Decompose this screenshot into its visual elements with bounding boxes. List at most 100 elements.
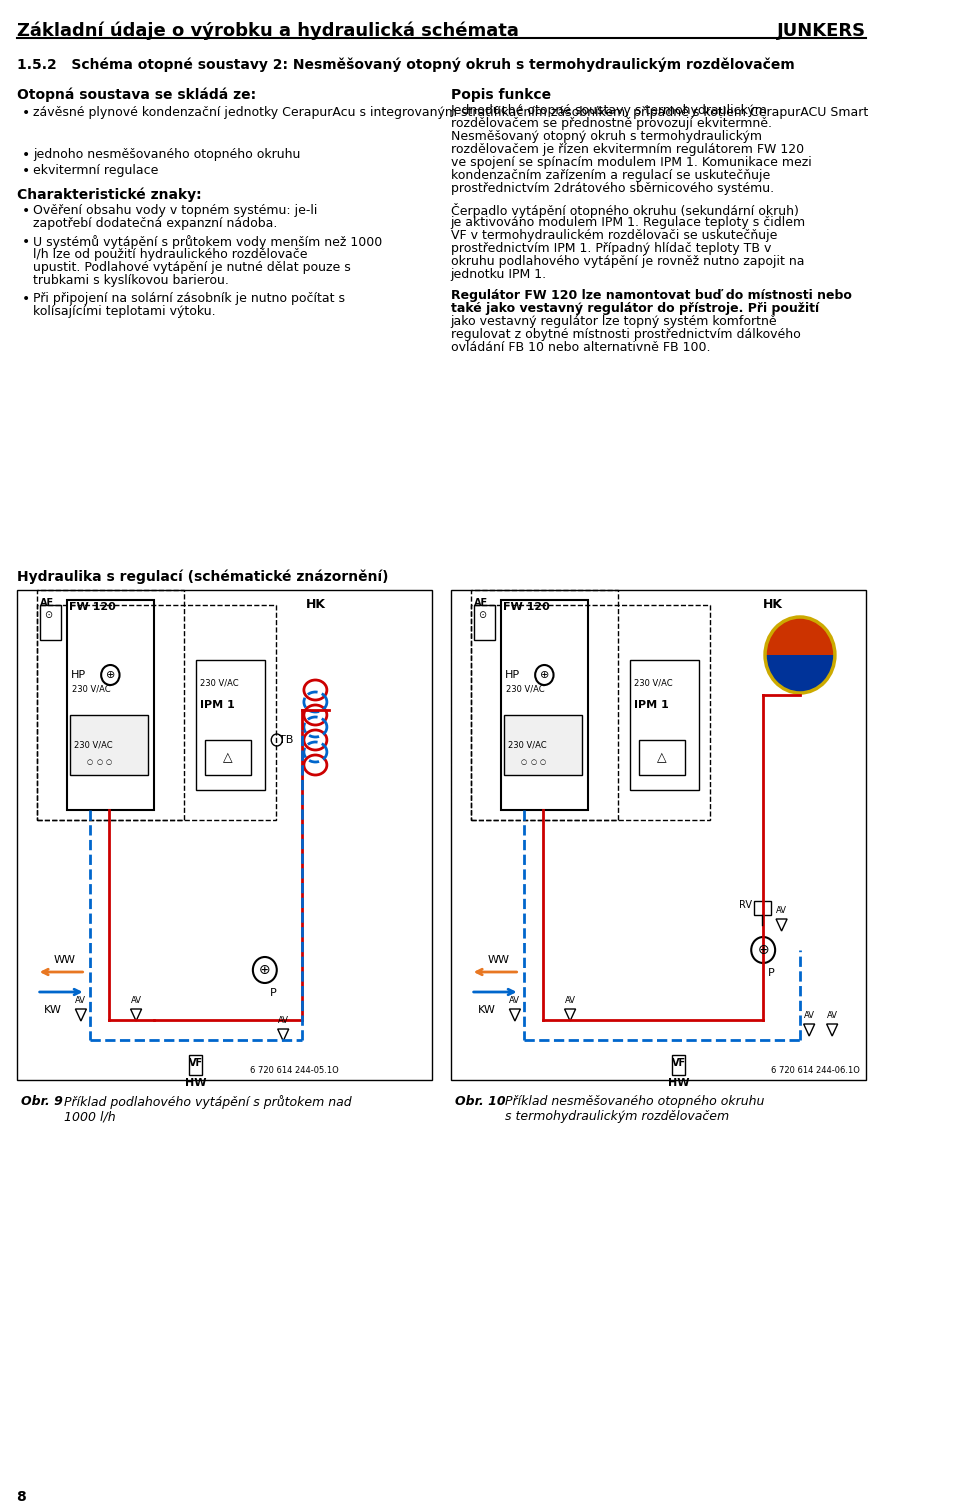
Text: ○: ○ — [96, 759, 103, 765]
Text: Příklad podlahového vytápění s průtokem nad
  1000 l/h: Příklad podlahového vytápění s průtokem … — [56, 1096, 351, 1124]
Text: 230 V/AC: 230 V/AC — [508, 741, 546, 750]
Text: AV: AV — [277, 1016, 289, 1025]
Text: ve spojení se spínacím modulem IPM 1. Komunikace mezi: ve spojení se spínacím modulem IPM 1. Ko… — [450, 155, 811, 169]
Text: regulovat z obytné místnosti prostřednictvím dálkového: regulovat z obytné místnosti prostřednic… — [450, 327, 801, 341]
Text: ⊕: ⊕ — [757, 943, 769, 957]
Text: P: P — [270, 988, 276, 997]
Wedge shape — [765, 617, 835, 655]
Text: △: △ — [224, 751, 233, 765]
Bar — [205, 739, 251, 776]
Text: Nesměšovaný otopný okruh s termohydraulickým: Nesměšovaný otopný okruh s termohydrauli… — [450, 130, 761, 143]
Circle shape — [752, 937, 775, 963]
Text: WW: WW — [54, 955, 75, 964]
Text: HW: HW — [668, 1077, 689, 1088]
FancyBboxPatch shape — [196, 659, 265, 791]
Text: VF: VF — [189, 1058, 203, 1068]
Text: ⊕: ⊕ — [106, 670, 115, 681]
Bar — [672, 1055, 685, 1074]
Bar — [754, 901, 771, 914]
Text: AV: AV — [564, 996, 576, 1005]
Text: okruhu podlahového vytápění je rovněž nutno zapojit na: okruhu podlahového vytápění je rovněž nu… — [450, 255, 804, 269]
Polygon shape — [776, 919, 787, 931]
Text: prostřednictvím IPM 1. Případný hlídač teploty TB v: prostřednictvím IPM 1. Případný hlídač t… — [450, 241, 771, 255]
Text: zapotřebí dodatečná expanzní nádoba.: zapotřebí dodatečná expanzní nádoba. — [33, 217, 277, 229]
Text: Jednoduché otopné soustavy s termohydraulickým: Jednoduché otopné soustavy s termohydrau… — [450, 104, 767, 118]
Text: KW: KW — [44, 1005, 62, 1016]
Text: ○: ○ — [530, 759, 537, 765]
Text: •: • — [22, 235, 31, 249]
Text: ⊙: ⊙ — [44, 610, 52, 620]
Text: Obr. 10: Obr. 10 — [455, 1096, 506, 1108]
Text: Čerpadlo vytápění otopného okruhu (sekundární okruh): Čerpadlo vytápění otopného okruhu (sekun… — [450, 204, 799, 217]
Bar — [639, 739, 685, 776]
Text: závěsné plynové kondenzační jednotky CerapurAcu s integrovaným stratifikačním zá: závěsné plynové kondenzační jednotky Cer… — [33, 106, 869, 119]
Text: Hydraulika s regulací (schématické znázornění): Hydraulika s regulací (schématické znázo… — [16, 570, 388, 584]
Text: •: • — [22, 204, 31, 217]
Text: IPM 1: IPM 1 — [201, 700, 235, 711]
Text: VF v termohydraulickém rozdělovači se uskutečňuje: VF v termohydraulickém rozdělovači se us… — [450, 229, 777, 241]
Polygon shape — [564, 1010, 576, 1022]
Text: kolísajícími teplotami výtoku.: kolísajícími teplotami výtoku. — [33, 305, 216, 318]
Bar — [189, 1055, 203, 1074]
Text: VF: VF — [672, 1058, 685, 1068]
Text: 230 V/AC: 230 V/AC — [74, 741, 112, 750]
Text: rozdělovačem se přednostně provozují ekvitermně.: rozdělovačem se přednostně provozují ekv… — [450, 118, 772, 130]
Text: jako vestavný regulátor lze topný systém komfortně: jako vestavný regulátor lze topný systém… — [450, 315, 778, 327]
Circle shape — [252, 957, 276, 982]
Text: KW: KW — [478, 1005, 496, 1016]
Polygon shape — [804, 1025, 815, 1037]
Text: kondenzačním zařízením a regulací se uskutečňuje: kondenzačním zařízením a regulací se usk… — [450, 169, 770, 183]
Polygon shape — [131, 1010, 142, 1022]
Text: rozdělovačem je řízen ekvitermním regulátorem FW 120: rozdělovačem je řízen ekvitermním regulá… — [450, 143, 804, 155]
Text: RV: RV — [739, 899, 752, 910]
Text: 8: 8 — [16, 1489, 26, 1504]
Bar — [474, 605, 494, 640]
Text: Popis funkce: Popis funkce — [450, 88, 551, 103]
Circle shape — [535, 665, 554, 685]
Text: •: • — [22, 293, 31, 306]
Text: ○: ○ — [540, 759, 545, 765]
Circle shape — [272, 733, 282, 745]
Bar — [40, 605, 60, 640]
Bar — [67, 601, 155, 810]
Text: 230 V/AC: 230 V/AC — [72, 685, 110, 694]
Text: FW 120: FW 120 — [503, 602, 550, 613]
Text: jednoho nesměšovaného otopného okruhu: jednoho nesměšovaného otopného okruhu — [33, 148, 300, 161]
Text: upustit. Podlahové vytápění je nutné dělat pouze s: upustit. Podlahové vytápění je nutné děl… — [33, 261, 350, 275]
Text: 230 V/AC: 230 V/AC — [201, 678, 239, 687]
Text: 230 V/AC: 230 V/AC — [506, 685, 544, 694]
Text: jednotku IPM 1.: jednotku IPM 1. — [450, 269, 546, 281]
Text: prostřednictvím 2drátového sběrnicového systému.: prostřednictvím 2drátového sběrnicového … — [450, 183, 774, 195]
Text: ekvitermní regulace: ekvitermní regulace — [33, 164, 158, 177]
Wedge shape — [765, 655, 835, 693]
Text: WW: WW — [488, 955, 510, 964]
Text: 230 V/AC: 230 V/AC — [635, 678, 673, 687]
Text: AV: AV — [776, 905, 787, 914]
Text: HW: HW — [185, 1077, 206, 1088]
Text: IPM 1: IPM 1 — [635, 700, 669, 711]
Text: HK: HK — [306, 598, 326, 611]
Text: ovládání FB 10 nebo alternativně FB 100.: ovládání FB 10 nebo alternativně FB 100. — [450, 341, 710, 355]
Text: AV: AV — [827, 1011, 838, 1020]
Text: Regulátor FW 120 lze namontovat buď do místnosti nebo: Regulátor FW 120 lze namontovat buď do m… — [450, 290, 852, 302]
Text: HP: HP — [70, 670, 85, 681]
Text: •: • — [22, 106, 31, 121]
Text: HK: HK — [763, 598, 783, 611]
Text: AV: AV — [76, 996, 86, 1005]
Text: ○: ○ — [106, 759, 111, 765]
Polygon shape — [827, 1025, 838, 1037]
Text: Obr. 9: Obr. 9 — [21, 1096, 63, 1108]
Text: JUNKERS: JUNKERS — [777, 23, 866, 41]
Text: 1.5.2   Schéma otopné soustavy 2: Nesměšovaný otopný okruh s termohydraulickým r: 1.5.2 Schéma otopné soustavy 2: Nesměšov… — [16, 57, 794, 72]
Polygon shape — [510, 1010, 520, 1022]
Text: FW 120: FW 120 — [69, 602, 116, 613]
Circle shape — [101, 665, 120, 685]
Text: také jako vestavný regulátor do přístroje. Při použití: také jako vestavný regulátor do přístroj… — [450, 302, 819, 315]
Text: AF: AF — [473, 598, 488, 608]
Text: AV: AV — [131, 996, 141, 1005]
Polygon shape — [277, 1029, 289, 1041]
Text: Ověření obsahu vody v topném systému: je-li: Ověření obsahu vody v topném systému: je… — [33, 204, 318, 217]
Text: •: • — [22, 148, 31, 161]
Text: HP: HP — [504, 670, 519, 681]
Text: je aktivováno modulem IPM 1. Regulace teploty s čidlem: je aktivováno modulem IPM 1. Regulace te… — [450, 216, 805, 229]
